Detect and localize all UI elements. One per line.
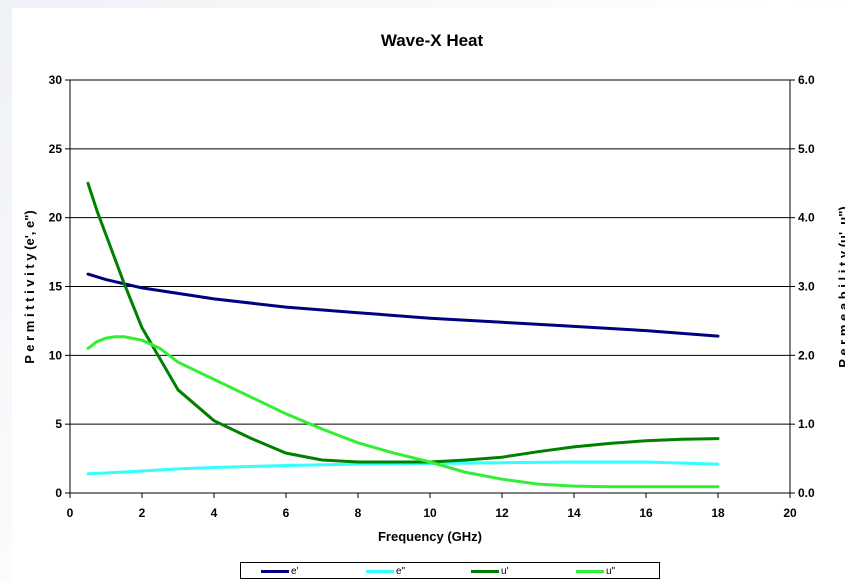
- series-line-1: [86, 460, 720, 476]
- x-tick-label: 0: [67, 506, 74, 520]
- y-left-tick-label: 15: [49, 280, 63, 294]
- y-right-tick-label: 0.0: [798, 486, 815, 500]
- x-axis-ticks: 0 2 4 6 8 10 12 14 16 18 20: [67, 506, 797, 520]
- series-line-2: [86, 181, 720, 464]
- x-tick-label: 8: [355, 506, 362, 520]
- legend-swatch-e-prime: [261, 570, 289, 573]
- y-right-tick-label: 6.0: [798, 73, 815, 87]
- x-tick-label: 10: [423, 506, 437, 520]
- y-left-axis-ticks: 0 5 10 15 20 25 30: [49, 73, 63, 500]
- y-left-tick-label: 10: [49, 348, 63, 362]
- y-right-tick-label: 3.0: [798, 280, 815, 294]
- y-left-tick-label: 25: [49, 142, 63, 156]
- y-left-tick-label: 0: [55, 486, 62, 500]
- y-left-axis-label: P e r m i t t i v i t y (e', e"): [22, 210, 37, 364]
- legend-item-e-prime: e': [261, 565, 298, 578]
- legend-label-u-prime: u': [501, 566, 509, 577]
- legend-swatch-u-double-prime: [576, 570, 604, 573]
- legend-item-u-prime: u': [471, 565, 508, 578]
- x-tick-label: 6: [283, 506, 290, 520]
- y-right-tick-label: 2.0: [798, 348, 815, 362]
- legend-item-e-double-prime: e": [366, 565, 405, 578]
- legend: e' e" u' u": [240, 562, 660, 579]
- y-right-axis-label: P e r m e a b i l i t y (u', u"): [836, 206, 845, 367]
- x-axis-label: Frequency (GHz): [378, 529, 482, 544]
- x-tick-label: 18: [711, 506, 725, 520]
- x-tick-label: 12: [495, 506, 509, 520]
- x-tick-label: 20: [783, 506, 797, 520]
- x-tick-label: 2: [139, 506, 146, 520]
- chart-title: Wave-X Heat: [381, 31, 484, 50]
- legend-label-e-double-prime: e": [396, 566, 406, 577]
- legend-item-u-double-prime: u": [576, 565, 615, 578]
- x-tick-label: 4: [211, 506, 218, 520]
- legend-label-u-double-prime: u": [606, 566, 616, 577]
- series-group: [86, 181, 720, 489]
- series-line-3: [86, 335, 720, 489]
- gridlines: [65, 79, 795, 498]
- x-tick-label: 16: [639, 506, 653, 520]
- y-left-tick-label: 20: [49, 211, 63, 225]
- x-tick-label: 14: [567, 506, 581, 520]
- y-right-tick-label: 1.0: [798, 417, 815, 431]
- y-left-tick-label: 5: [55, 417, 62, 431]
- y-right-tick-label: 4.0: [798, 211, 815, 225]
- y-right-tick-label: 5.0: [798, 142, 815, 156]
- legend-swatch-u-prime: [471, 570, 499, 573]
- legend-swatch-e-double-prime: [366, 570, 394, 573]
- legend-label-e-prime: e': [291, 566, 299, 577]
- y-left-tick-label: 30: [49, 73, 63, 87]
- y-right-axis-ticks: 0.0 1.0 2.0 3.0 4.0 5.0 6.0: [798, 73, 815, 500]
- series-line-0: [86, 272, 720, 338]
